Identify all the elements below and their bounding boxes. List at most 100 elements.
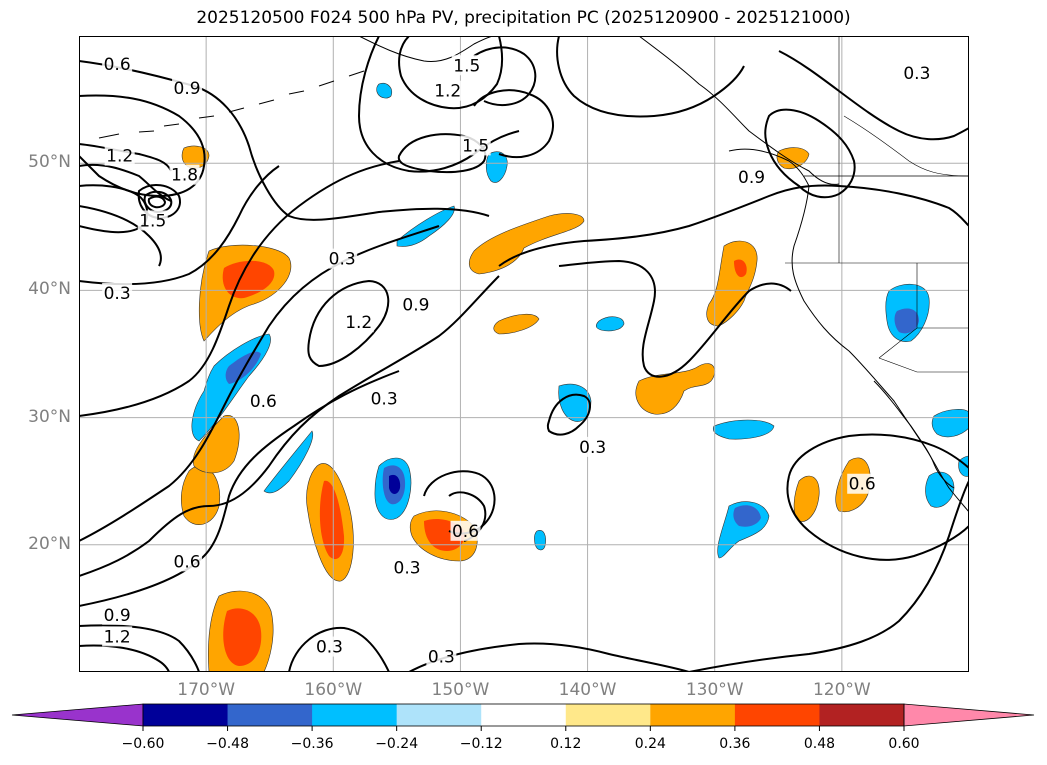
contour-label-background — [104, 145, 135, 166]
pv-contour-line — [558, 259, 792, 378]
pv-contour-ring — [137, 184, 181, 220]
contour-label: 0.3 — [394, 559, 421, 579]
precip-negative-area — [595, 316, 625, 332]
pv-contour-line — [78, 160, 400, 417]
colorbar-extend-high — [903, 703, 1035, 727]
coastline-vancouver — [728, 148, 810, 187]
contour-label-background — [426, 646, 457, 667]
contour-label: 1.2 — [106, 147, 133, 167]
pv-contour-line — [288, 626, 390, 673]
boundary-us-mexico — [878, 357, 969, 373]
contour-label-background — [248, 391, 279, 412]
map-title: 2025120500 F024 500 hPa PV, precipitatio… — [196, 8, 851, 28]
contour-label-background — [901, 62, 932, 83]
pv-contours — [78, 35, 970, 673]
precip-negative-area — [558, 383, 592, 422]
precip-negative-area — [925, 471, 955, 508]
contour-label-background — [451, 55, 482, 76]
contour-label-background — [450, 520, 481, 541]
contour-label-background — [102, 282, 133, 303]
contour-label: 0.3 — [316, 638, 343, 658]
contour-label: 0.6 — [849, 475, 876, 495]
pv-contour-line — [408, 642, 690, 673]
colorbar-tick-label: 0.12 — [550, 736, 582, 752]
precip-positive-area — [469, 213, 585, 275]
colorbar-segment — [227, 704, 313, 726]
contour-label: 0.6 — [104, 55, 131, 75]
colorbar-tick-label: −0.24 — [375, 736, 419, 752]
precip-negative-area — [733, 505, 761, 527]
precip-negative-area — [376, 83, 392, 99]
map-panel[interactable]: 0.6 0.9 1.2 1.8 1.5 0.3 1.5 1.2 1.5 0.3 1.2 0.9 0.6 0… — [78, 35, 970, 673]
longitude-tick-label: 150°W — [431, 680, 490, 700]
contour-label: 1.5 — [139, 211, 166, 231]
contour-label: 1.2 — [434, 82, 461, 102]
pv-contour-line — [764, 108, 856, 199]
precip-positive-area — [223, 608, 262, 666]
longitude-tick-label: 140°W — [558, 680, 617, 700]
colorbar-segment — [565, 704, 651, 726]
map-gridlines — [79, 36, 969, 672]
boundary-canada-provinces — [838, 36, 970, 177]
precip-positive-area — [180, 465, 221, 525]
boundary-states — [785, 176, 969, 359]
pv-contour-line — [786, 475, 970, 561]
contour-label: 0.9 — [402, 295, 429, 315]
pv-contour-line — [78, 205, 162, 267]
pv-contour-line — [78, 624, 200, 673]
longitude-tick-label: 120°W — [812, 680, 871, 700]
pv-contour-line — [78, 94, 206, 198]
contour-label-background — [172, 551, 203, 572]
contour-label-background — [577, 436, 608, 457]
pv-contour-line — [78, 164, 172, 202]
contour-label: 0.3 — [329, 250, 356, 270]
contour-label: 0.3 — [371, 390, 398, 410]
colorbar-tick-label: −0.48 — [206, 736, 249, 752]
contour-label: 0.6 — [250, 392, 277, 412]
colorbar-tick-label: −0.36 — [290, 736, 334, 752]
longitude-tick-label: 160°W — [304, 680, 363, 700]
precip-positive-area — [734, 259, 747, 278]
colorbar-tick-label: 0.48 — [803, 736, 836, 752]
colorbar-outline — [142, 703, 905, 727]
colorbar-segment — [819, 704, 905, 726]
contour-label-background — [102, 604, 133, 625]
contour-label-background — [400, 294, 431, 315]
colorbar-tick-label: 0.24 — [634, 736, 666, 752]
pv-contour-line — [473, 46, 537, 107]
pv-contour-line — [398, 35, 504, 110]
precip-negative-area — [534, 530, 546, 551]
latitude-tick-label: 50°N — [28, 152, 71, 173]
contour-label-background — [369, 388, 400, 409]
contour-label: 1.8 — [171, 166, 198, 186]
precip-positive-area — [793, 475, 820, 522]
longitude-tick-label: 130°W — [685, 680, 744, 700]
contour-label-background — [847, 473, 878, 494]
colorbar-tick-label: −0.60 — [121, 736, 165, 752]
contour-label-background — [314, 636, 345, 657]
coastline-aleutians — [98, 70, 365, 139]
precip-positive-area — [192, 415, 240, 474]
pv-contour-line — [498, 184, 970, 267]
colorbar-segment — [396, 704, 482, 726]
precip-positive-area — [493, 313, 540, 335]
contour-label-background — [172, 78, 203, 99]
coastline-baja — [873, 380, 955, 489]
pv-contour-line — [78, 143, 172, 172]
latitude-tick-label: 30°N — [28, 406, 71, 427]
coastlines — [98, 35, 970, 513]
contour-label: 0.3 — [104, 284, 131, 304]
pv-contour-line — [788, 433, 970, 477]
contour-label: 0.3 — [428, 648, 455, 668]
contour-label: 0.9 — [174, 79, 201, 99]
precip-negative-area — [396, 205, 455, 247]
contour-label: 0.3 — [903, 64, 930, 84]
precipitation-shading — [180, 83, 970, 673]
pv-contour-line — [78, 275, 500, 577]
contour-label: 0.6 — [452, 522, 479, 542]
precip-negative-area — [485, 151, 508, 183]
map-canvas[interactable]: 0.60.91.21.81.50.31.51.21.50.31.20.90.6 0… — [78, 35, 970, 673]
pv-contour-line — [78, 644, 170, 673]
colorbar-segment — [481, 704, 567, 726]
contour-label: 1.5 — [453, 56, 480, 76]
